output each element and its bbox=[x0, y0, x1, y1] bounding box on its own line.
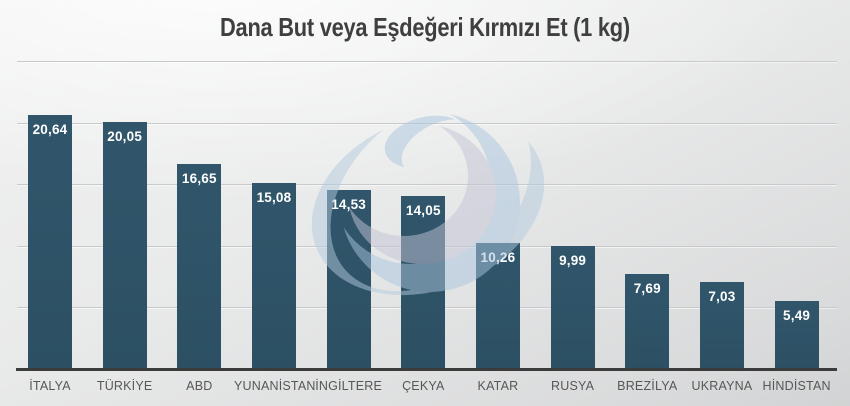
bar-value-label: 20,05 bbox=[107, 128, 143, 144]
category-label: RUSYA bbox=[551, 379, 595, 393]
bar-value-label: 20,64 bbox=[32, 121, 68, 137]
bar: 16,65 bbox=[177, 163, 222, 369]
category-label: İNGİLTERE bbox=[315, 379, 383, 393]
chart-title-text: Dana But veya Eşdeğeri Kırmızı Et (1 kg) bbox=[220, 12, 630, 42]
bar-value-label: 10,26 bbox=[480, 249, 516, 265]
bar: 15,08 bbox=[251, 183, 296, 369]
x-axis-line bbox=[16, 368, 837, 371]
bar: 9,99 bbox=[550, 245, 595, 369]
bar-value-label: 14,05 bbox=[405, 202, 441, 218]
bar: 5,49 bbox=[774, 301, 819, 369]
category-label: YUNANİSTAN bbox=[233, 379, 316, 393]
bar: 20,05 bbox=[102, 121, 147, 369]
category-label: BREZİLYA bbox=[617, 379, 678, 393]
gridline bbox=[17, 61, 837, 62]
category-label: KATAR bbox=[477, 379, 519, 393]
bar: 20,64 bbox=[28, 114, 72, 369]
bar: 14,05 bbox=[401, 195, 446, 369]
category-label: TÜRKİYE bbox=[96, 379, 153, 393]
category-label: İTALYA bbox=[29, 379, 71, 393]
category-label: ABD bbox=[186, 379, 213, 393]
bar-value-label: 16,65 bbox=[181, 170, 217, 186]
bar-value-label: 5,49 bbox=[783, 308, 811, 324]
plot-area: 20,64 20,05 16,65 15,08 14,53 14,05 10,26 9,99 7… bbox=[17, 61, 837, 369]
chart-title: Dana But veya Eşdeğeri Kırmızı Et (1 kg) bbox=[0, 12, 850, 43]
bar-value-label: 9,99 bbox=[559, 252, 587, 268]
bar-value-label: 15,08 bbox=[256, 190, 292, 206]
bar-value-label: 14,53 bbox=[331, 197, 367, 212]
bar: 7,03 bbox=[699, 282, 744, 369]
bar: 10,26 bbox=[475, 242, 520, 369]
bar: 14,53 bbox=[326, 190, 371, 369]
category-label: HİNDİSTAN bbox=[762, 379, 831, 393]
bar-value-label: 7,69 bbox=[633, 281, 661, 297]
bar-value-label: 7,03 bbox=[708, 289, 736, 305]
category-label: ÇEKYA bbox=[402, 379, 445, 393]
category-labels: İTALYA TÜRKİYE ABD YUNANİSTAN İNGİLTERE ÇEKYA… bbox=[17, 379, 837, 397]
category-label: UKRAYNA bbox=[691, 379, 753, 393]
bar: 7,69 bbox=[625, 274, 670, 369]
